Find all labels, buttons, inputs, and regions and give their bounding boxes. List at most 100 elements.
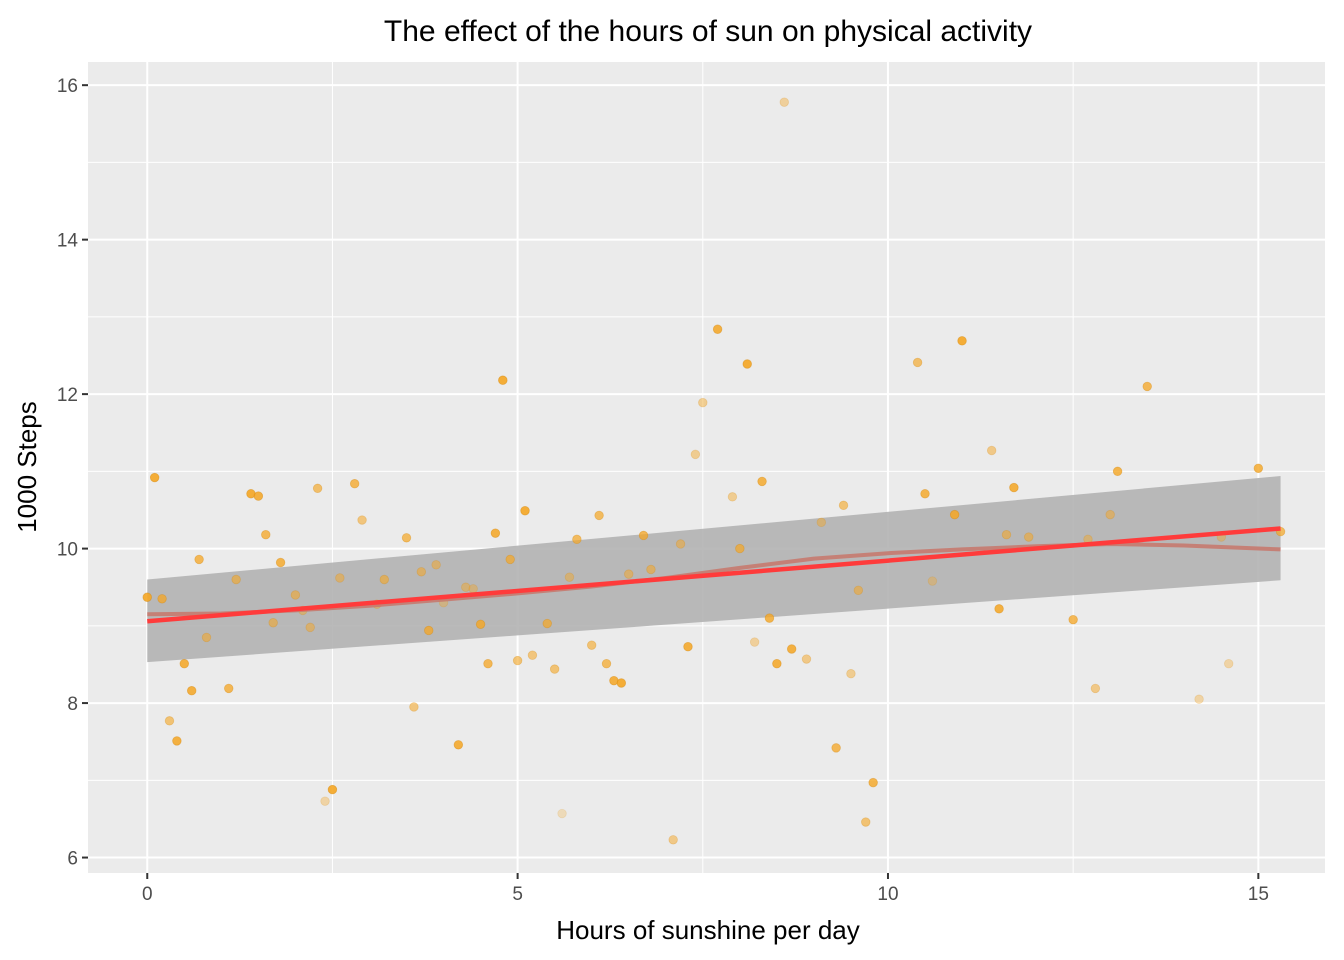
data-point [179, 658, 189, 669]
data-point [1142, 381, 1152, 392]
data-point [698, 397, 708, 408]
data-point [1009, 482, 1019, 493]
data-point [816, 517, 827, 528]
data-point [1090, 683, 1101, 694]
x-tick-label: 10 [877, 884, 898, 905]
data-point [483, 658, 493, 669]
data-point [520, 506, 530, 516]
x-axis: 0 5 10 15 [142, 873, 1269, 905]
confidence-band [147, 475, 1281, 663]
data-point [468, 584, 478, 594]
data-point [779, 97, 789, 107]
data-point [424, 625, 434, 636]
data-point [349, 479, 360, 489]
data-point [668, 835, 678, 845]
data-point [912, 357, 923, 368]
data-point [357, 515, 367, 525]
chart-title: The effect of the hours of sun on physic… [384, 15, 1032, 48]
data-point [838, 500, 849, 511]
y-axis: 6 8 10 12 14 16 [57, 76, 88, 870]
data-point [261, 529, 271, 540]
data-point [786, 644, 797, 654]
data-point [949, 509, 960, 520]
y-tick-label: 10 [57, 540, 78, 561]
data-point [320, 796, 330, 806]
data-point [416, 567, 427, 577]
y-tick-label: 6 [67, 849, 78, 870]
data-point [957, 336, 967, 346]
data-point [201, 632, 212, 643]
data-point [927, 576, 938, 586]
plot-panel [88, 62, 1325, 873]
data-point [727, 492, 738, 502]
data-point [557, 808, 567, 819]
data-point [742, 359, 752, 369]
data-point [327, 784, 338, 795]
data-point [712, 324, 723, 334]
grid-major [88, 62, 1325, 873]
data-point [379, 574, 389, 585]
y-tick-label: 14 [57, 231, 79, 252]
data-point [268, 618, 278, 628]
data-point [290, 590, 301, 600]
data-point [624, 569, 634, 579]
data-point [549, 664, 560, 674]
data-point [475, 619, 486, 629]
data-point [142, 592, 152, 602]
data-point [772, 658, 782, 669]
data-point [409, 702, 419, 712]
data-point [994, 604, 1004, 614]
data-point [453, 740, 464, 750]
y-tick-label: 16 [57, 76, 78, 97]
data-point [172, 736, 182, 746]
data-point [572, 534, 582, 545]
data-point [253, 491, 264, 501]
data-point [846, 669, 856, 679]
fit-lines-layer [147, 526, 1281, 624]
data-point [335, 573, 345, 583]
data-point [312, 483, 323, 494]
data-point [1253, 463, 1264, 473]
data-point [861, 817, 871, 827]
data-point [490, 528, 501, 538]
data-point [542, 618, 552, 629]
x-tick-label: 5 [512, 884, 523, 905]
data-point [749, 637, 760, 647]
data-point [764, 613, 775, 623]
data-point [527, 650, 538, 660]
data-point [735, 543, 745, 554]
data-point [431, 560, 441, 570]
data-point [231, 574, 241, 585]
x-axis-title: Hours of sunshine per day [556, 915, 860, 945]
data-point [757, 476, 767, 487]
data-point [920, 489, 930, 499]
data-point [498, 375, 508, 385]
data-point [690, 449, 701, 460]
data-point [461, 582, 471, 592]
data-point [194, 554, 204, 565]
data-point [1068, 614, 1078, 625]
data-point [586, 640, 597, 650]
data-point [853, 585, 864, 596]
data-point [1194, 694, 1204, 704]
y-axis-title: 1000 Steps [12, 401, 42, 533]
data-point [675, 539, 686, 549]
data-point [275, 557, 286, 568]
x-tick-label: 15 [1248, 884, 1269, 905]
y-tick-label: 8 [67, 694, 78, 715]
data-point [646, 564, 656, 575]
data-point [616, 678, 627, 688]
data-point [505, 554, 515, 565]
data-point [512, 655, 523, 666]
data-point [305, 622, 315, 633]
data-point [1224, 658, 1234, 669]
linear-fit-line [147, 526, 1281, 624]
y-tick-label: 12 [57, 385, 78, 406]
data-point [831, 743, 841, 753]
data-point [1001, 529, 1012, 540]
data-point [801, 654, 812, 664]
data-point [157, 594, 167, 604]
data-point [1112, 466, 1123, 477]
data-point [594, 510, 604, 521]
